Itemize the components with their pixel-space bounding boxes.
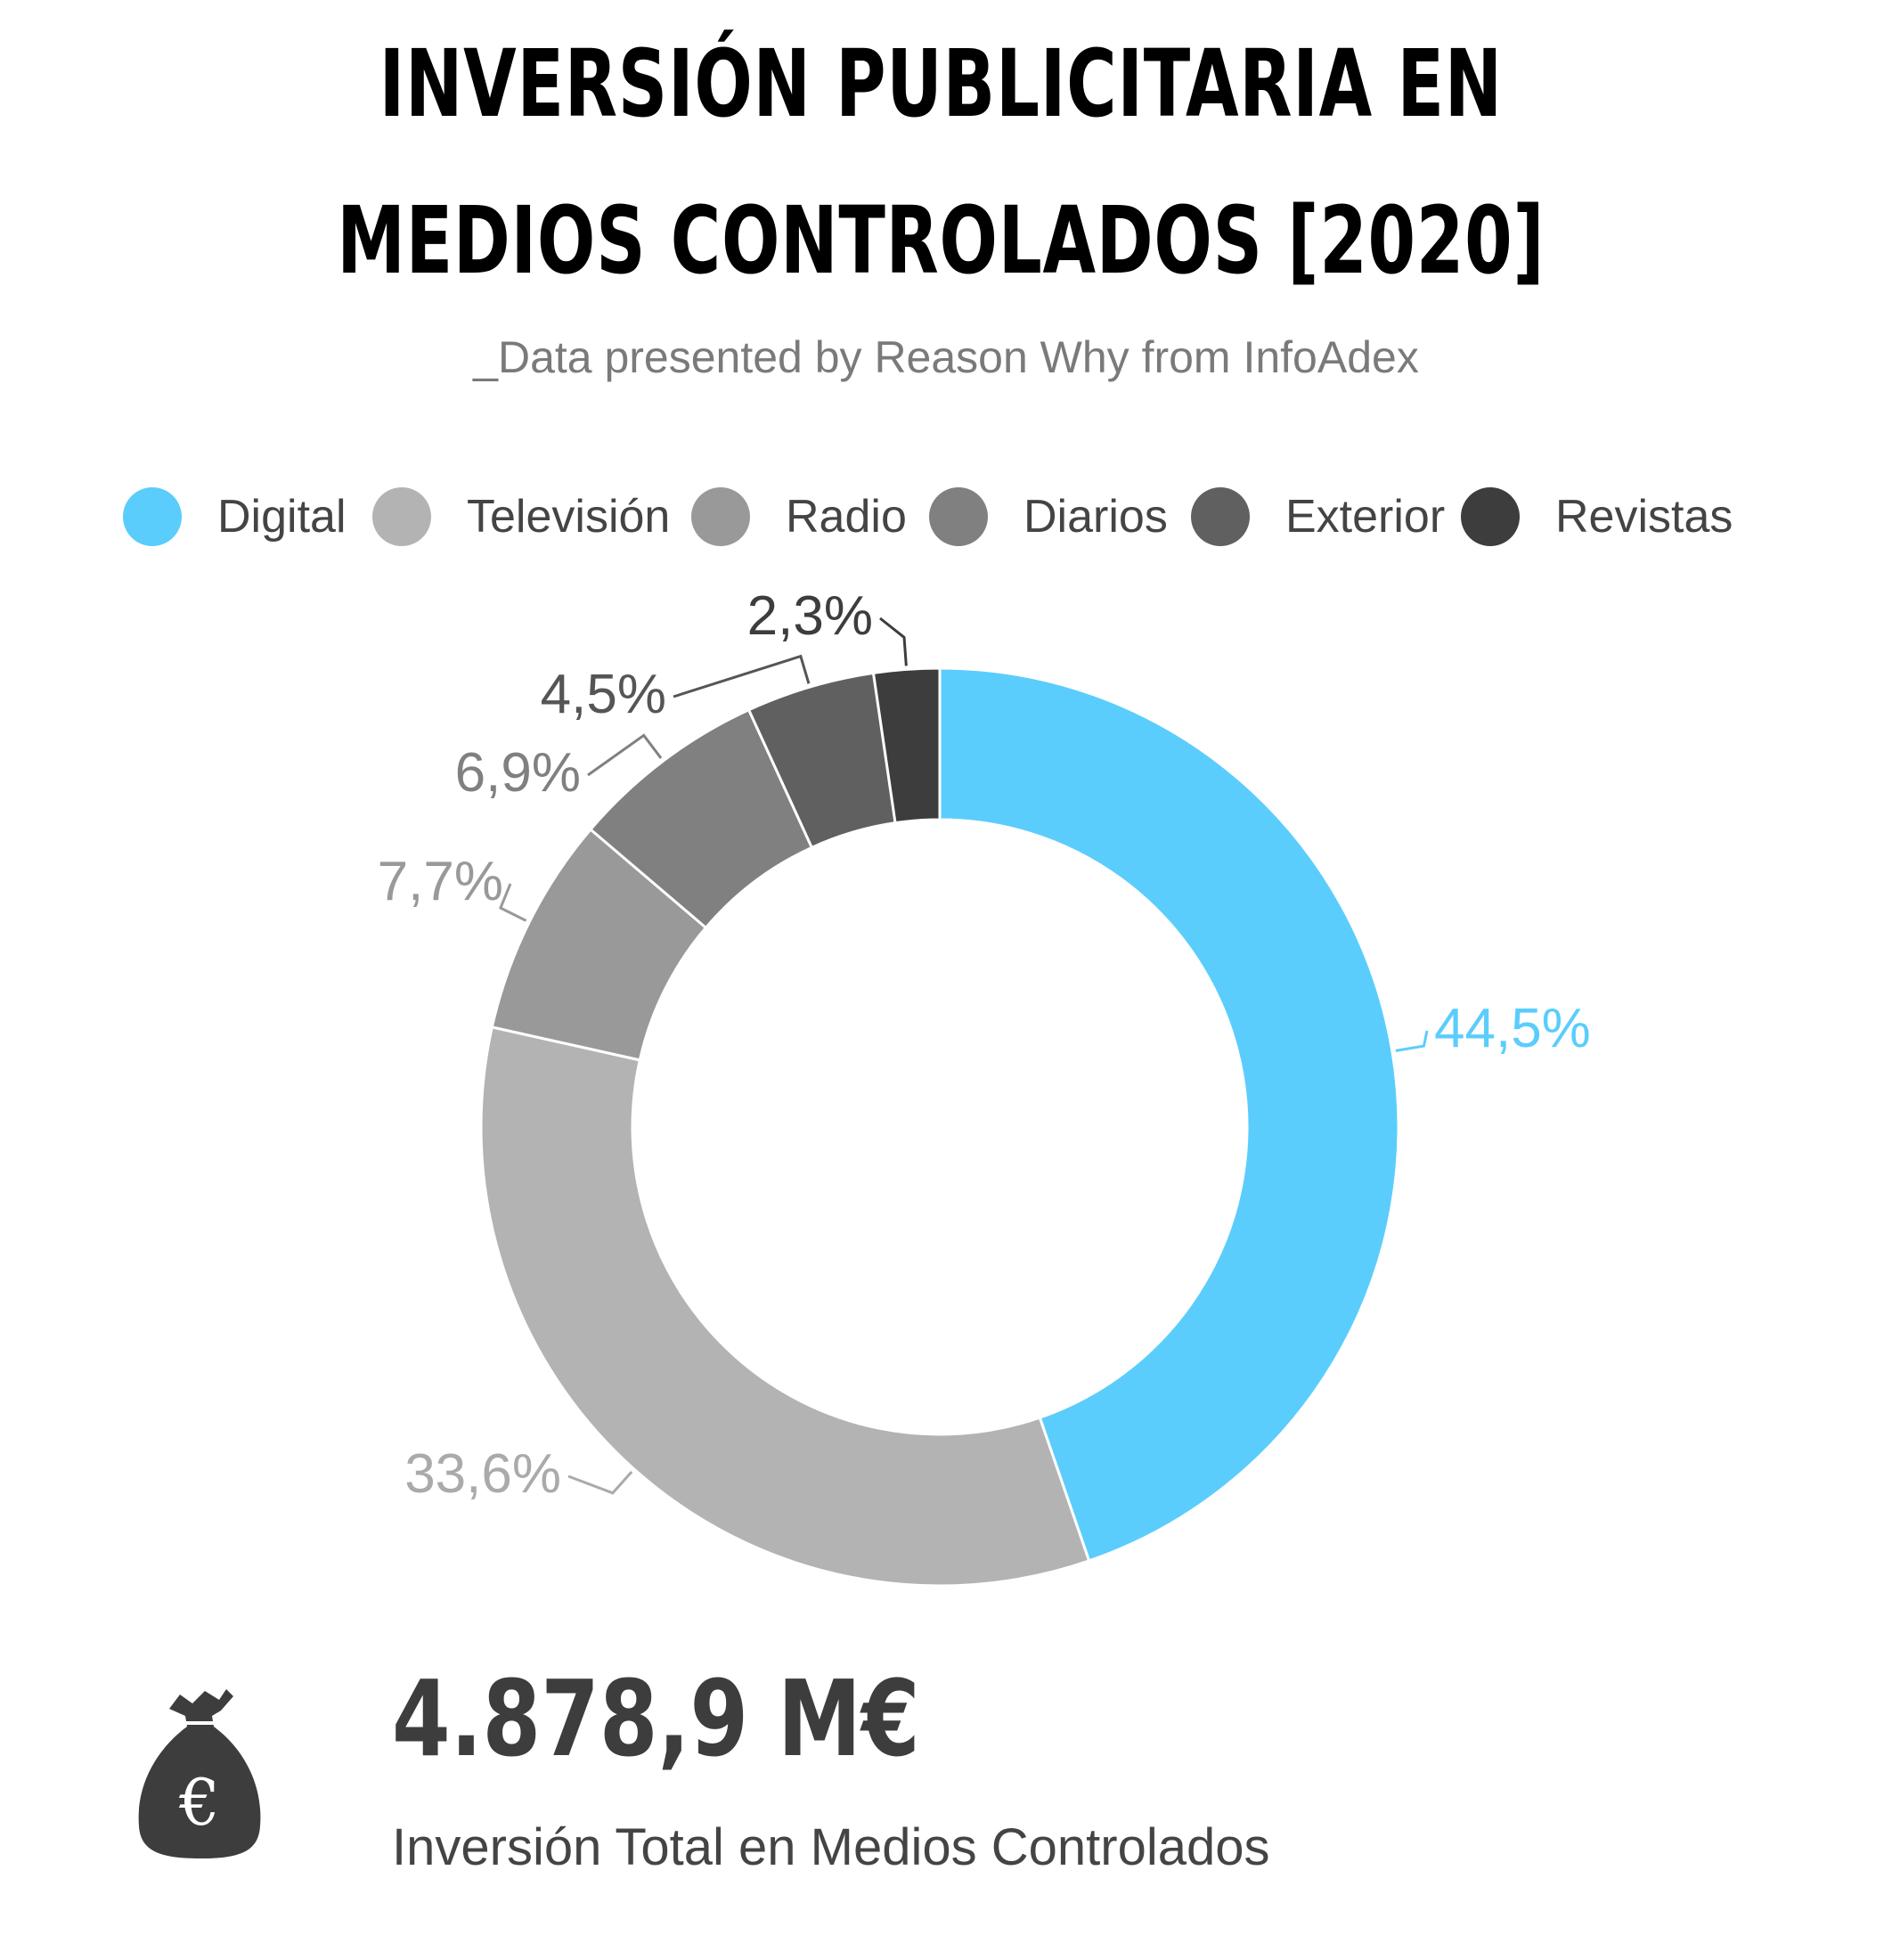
legend-swatch-revistas — [1461, 487, 1520, 546]
slice-television — [479, 1025, 1091, 1588]
leader-line-television — [567, 1470, 633, 1495]
legend-item-radio: Radio — [691, 481, 907, 552]
legend-label-revistas: Revistas — [1555, 491, 1733, 543]
leader-line-diarios — [587, 733, 663, 777]
total-investment-label: Inversión Total en Medios Controlados — [392, 1818, 1270, 1876]
chart-legend: Digital Televisión Radio Diarios Exterio… — [0, 481, 1892, 552]
euro-symbol: € — [178, 1765, 220, 1840]
legend-item-digital: Digital — [123, 481, 347, 552]
leader-line-radio — [498, 883, 527, 922]
slice-digital — [938, 666, 1400, 1563]
slice-revistas — [871, 666, 942, 825]
legend-label-diarios: Diarios — [1023, 491, 1168, 543]
total-investment-value: 4.878,9 M€ — [392, 1657, 920, 1780]
legend-swatch-exterior — [1191, 487, 1250, 546]
legend-swatch-television — [372, 487, 431, 546]
data-label-diarios: 6,9% — [455, 742, 581, 804]
chart-title-line-2: MEDIOS CONTROLADOS [2020] — [337, 186, 1545, 295]
legend-label-television: Televisión — [467, 491, 671, 543]
data-label-revistas: 2,3% — [747, 585, 873, 647]
leader-line-revistas — [879, 617, 908, 666]
legend-item-television: Televisión — [372, 481, 670, 552]
legend-swatch-radio — [691, 487, 750, 546]
legend-swatch-digital — [123, 487, 182, 546]
legend-label-digital: Digital — [217, 491, 347, 543]
legend-swatch-diarios — [929, 487, 988, 546]
legend-label-exterior: Exterior — [1285, 491, 1446, 543]
legend-item-diarios: Diarios — [929, 481, 1168, 552]
chart-title-line-1: INVERSIÓN PUBLICITARIA EN — [379, 29, 1503, 138]
chart-subtitle: _Data presented by Reason Why from InfoA… — [473, 332, 1419, 382]
data-label-exterior: 4,5% — [541, 664, 666, 725]
legend-item-revistas: Revistas — [1461, 481, 1733, 552]
data-label-television: 33,6% — [404, 1443, 561, 1505]
leader-line-digital — [1395, 1030, 1429, 1052]
leader-line-exterior — [673, 654, 811, 698]
data-label-digital: 44,5% — [1434, 998, 1591, 1059]
legend-item-exterior: Exterior — [1191, 481, 1445, 552]
legend-label-radio: Radio — [786, 491, 907, 543]
data-label-radio: 7,7% — [378, 851, 503, 912]
money-bag-euro-icon: € — [138, 1689, 261, 1858]
